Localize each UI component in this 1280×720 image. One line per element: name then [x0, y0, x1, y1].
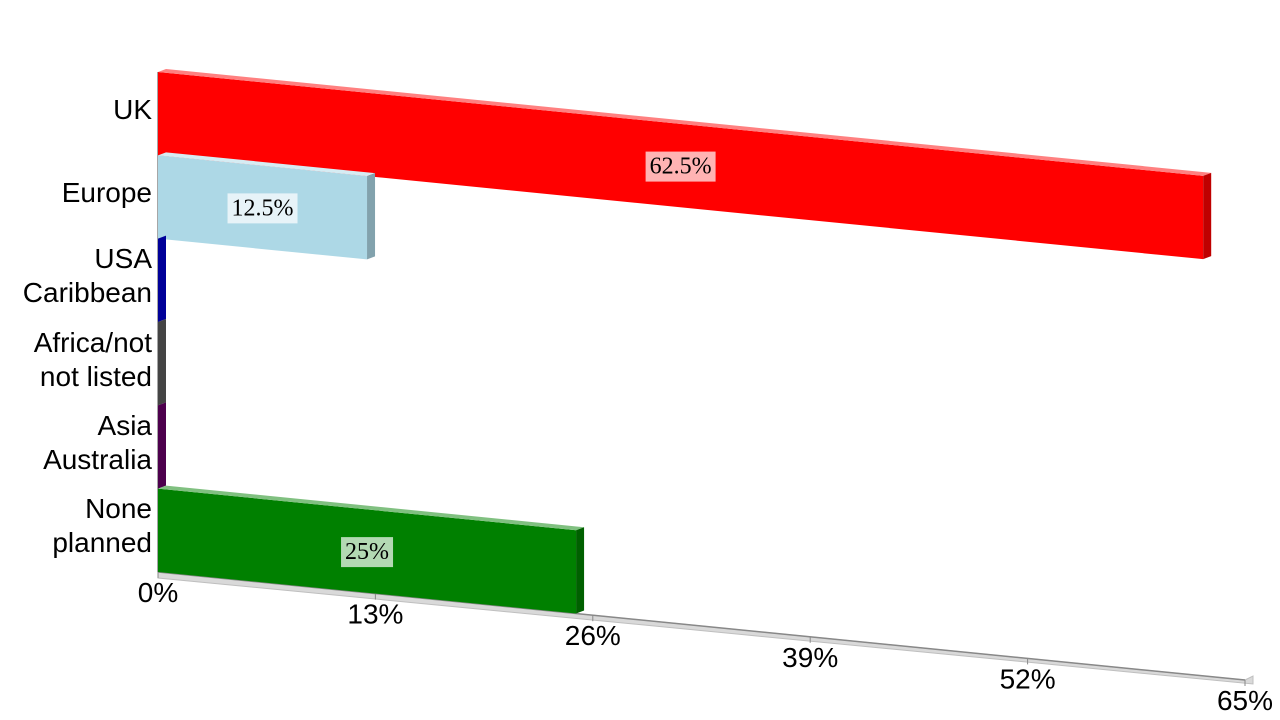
value-label: 62.5% — [650, 154, 712, 180]
value-label: 25% — [345, 539, 389, 565]
y-tick-label: UK — [113, 93, 152, 125]
x-tick-label: 13% — [347, 599, 403, 630]
value-label: 12.5% — [232, 195, 294, 221]
bar-side — [576, 527, 585, 614]
y-tick-label: None planned — [52, 493, 152, 559]
value-label-bg — [227, 193, 298, 224]
x-tick-label: 0% — [138, 577, 178, 608]
x-tick-label: 52% — [1000, 663, 1056, 694]
bar-side — [158, 319, 166, 406]
bar-side — [158, 235, 166, 322]
value-label-bg — [645, 151, 716, 182]
bar-top — [158, 69, 1212, 176]
x-tick-label: 26% — [565, 620, 621, 651]
bar-side — [367, 173, 376, 260]
x-axis — [157, 571, 1246, 681]
bar-top — [158, 152, 376, 177]
value-label-bg — [341, 537, 394, 568]
y-tick-label: USA Caribbean — [22, 243, 152, 309]
y-tick-label: Asia Australia — [43, 410, 152, 475]
x-tick-label: 65% — [1217, 685, 1273, 716]
bar-group — [158, 235, 166, 322]
y-tick-label: Africa/not not listed — [33, 326, 152, 392]
bar-top — [158, 485, 585, 531]
y-tick-label: Europe — [61, 177, 152, 208]
bar-side — [158, 402, 166, 489]
bar-group — [158, 319, 166, 406]
bar-group — [158, 402, 166, 489]
bar-side — [1203, 172, 1212, 260]
x-tick-label: 39% — [782, 642, 838, 673]
